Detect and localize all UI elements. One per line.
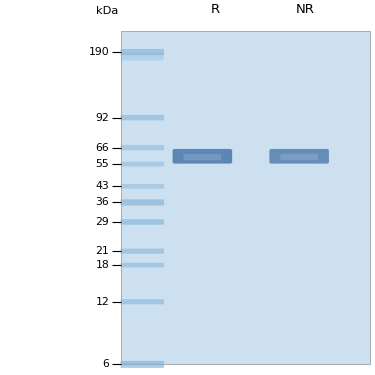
Text: 21: 21 <box>96 246 109 256</box>
FancyBboxPatch shape <box>120 249 164 254</box>
FancyBboxPatch shape <box>183 154 221 160</box>
Text: 190: 190 <box>88 47 110 57</box>
FancyBboxPatch shape <box>120 145 164 150</box>
FancyBboxPatch shape <box>120 162 164 166</box>
FancyBboxPatch shape <box>120 361 164 368</box>
Text: 18: 18 <box>96 260 109 270</box>
Text: NR: NR <box>296 3 314 16</box>
Text: 92: 92 <box>96 112 109 123</box>
FancyBboxPatch shape <box>120 115 164 120</box>
FancyBboxPatch shape <box>120 299 164 304</box>
FancyBboxPatch shape <box>120 49 164 55</box>
Bar <box>120 31 370 364</box>
Text: 36: 36 <box>96 198 109 207</box>
FancyBboxPatch shape <box>120 219 164 225</box>
FancyBboxPatch shape <box>280 154 318 160</box>
Text: 29: 29 <box>96 217 109 227</box>
Text: 55: 55 <box>96 159 109 169</box>
Text: kDa: kDa <box>96 6 118 16</box>
FancyBboxPatch shape <box>120 184 164 189</box>
Text: 12: 12 <box>96 297 109 307</box>
Text: R: R <box>211 3 220 16</box>
FancyBboxPatch shape <box>172 149 232 164</box>
Text: 6: 6 <box>102 359 110 369</box>
Text: 43: 43 <box>96 182 109 191</box>
Text: 66: 66 <box>96 142 109 153</box>
FancyBboxPatch shape <box>121 53 164 60</box>
FancyBboxPatch shape <box>120 200 164 206</box>
FancyBboxPatch shape <box>269 149 329 164</box>
FancyBboxPatch shape <box>120 263 164 267</box>
